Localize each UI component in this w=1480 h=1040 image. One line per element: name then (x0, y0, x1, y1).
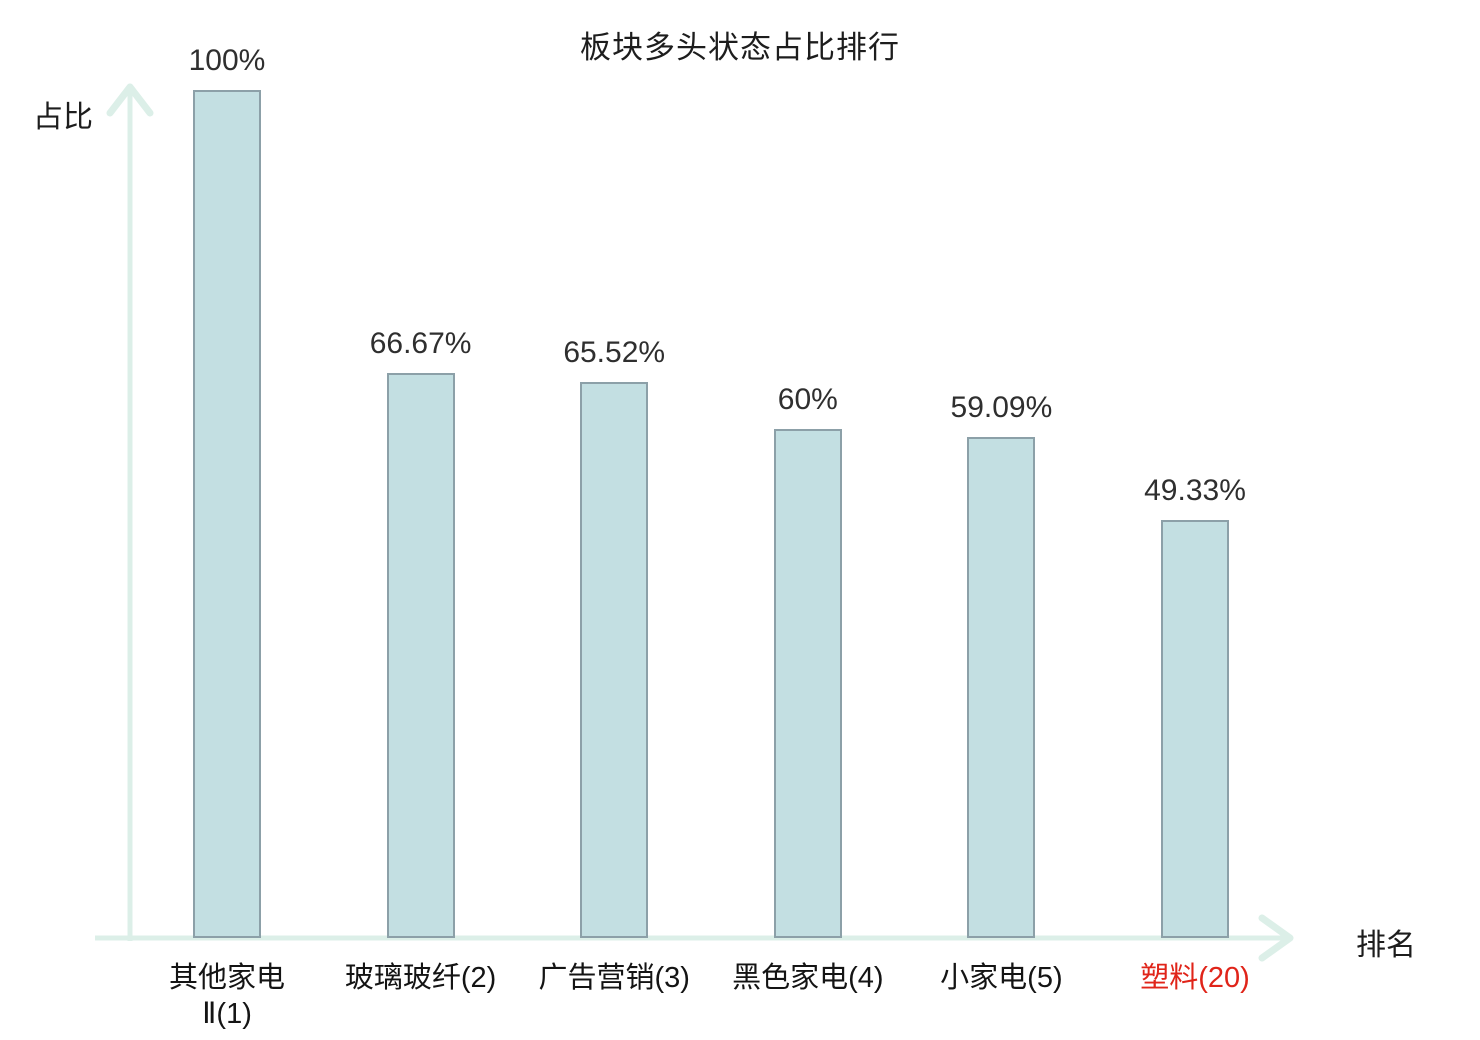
category-label: 广告营销(3) (538, 962, 690, 994)
bar-value-label: 100% (188, 44, 266, 77)
x-axis-label: 排名 (1356, 929, 1416, 962)
category-label: 黑色家电(4) (732, 962, 884, 994)
bar (386, 373, 455, 938)
category-label: 小家电(5) (940, 962, 1063, 994)
bar (967, 437, 1036, 938)
bar-value-label: 66.67% (369, 327, 472, 360)
y-axis-label: 占比 (33, 101, 93, 134)
category-label: 其他家电 Ⅱ(1) (168, 962, 285, 1030)
bar-value-label: 65.52% (563, 336, 666, 369)
bar (580, 382, 649, 938)
bar-value-label: 60% (777, 383, 838, 416)
bar-value-label: 49.33% (1144, 474, 1246, 507)
x-axis-arrow-icon (1258, 914, 1294, 962)
bar-value-label: 59.09% (950, 391, 1053, 424)
bar (193, 90, 261, 938)
bar (1161, 520, 1229, 938)
y-axis-arrow-icon (106, 83, 154, 117)
bar (773, 429, 842, 938)
category-label: 玻璃玻纤(2) (344, 962, 497, 994)
chart-title: 板块多头状态占比排行 (580, 30, 900, 65)
category-label: 塑料(20) (1140, 962, 1250, 994)
